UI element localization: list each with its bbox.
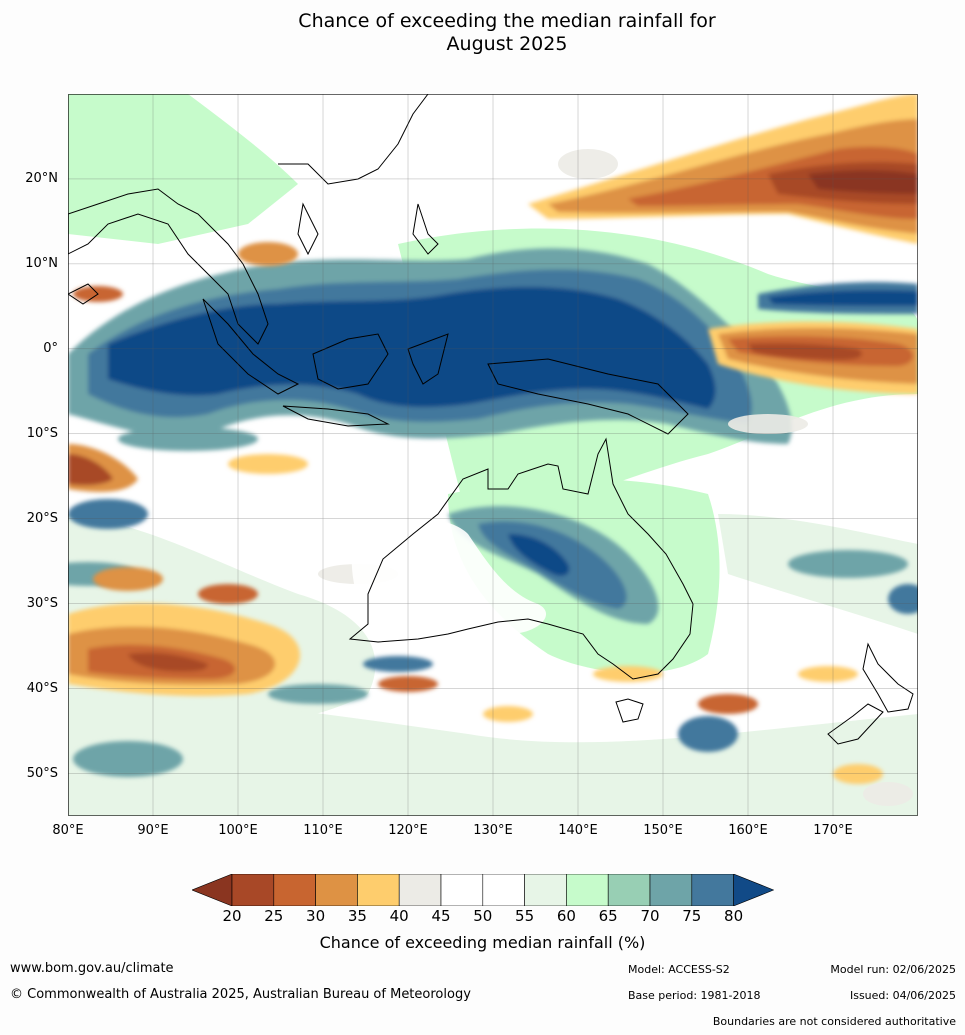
lat-tick-label: 10°S [26, 425, 58, 441]
website-link[interactable]: www.bom.gov.au/climate [10, 961, 174, 976]
colorbar-tick-label: 20 [222, 907, 242, 925]
coastlines [68, 94, 914, 745]
model-run-label: Model run: 02/06/2025 [830, 963, 956, 976]
lon-tick-label: 140°E [558, 823, 598, 838]
map-frame [68, 94, 918, 816]
lat-tick-label: 40°S [26, 680, 58, 696]
colorbar-tick-label: 50 [473, 907, 493, 925]
colorbar-tick-label: 35 [347, 907, 367, 925]
lon-tick-label: 130°E [473, 823, 513, 838]
base-period-label: Base period: 1981-2018 [628, 989, 761, 1002]
colorbar-segment [566, 874, 609, 906]
lon-tick-label: 160°E [728, 823, 768, 838]
colorbar-segment [649, 874, 693, 906]
lat-tick-label: 20°S [26, 510, 58, 526]
colorbar-segment [524, 874, 567, 906]
colorbar-segment [357, 874, 400, 906]
lon-tick-label: 80°E [52, 823, 84, 838]
rainfall-map [68, 94, 918, 816]
lat-tick-label: 50°S [26, 765, 58, 781]
lat-tick-label: 0° [43, 340, 58, 356]
colorbar-segment [315, 874, 358, 906]
colorbar-tick-label: 40 [389, 907, 409, 925]
lat-tick-label: 20°N [25, 170, 58, 186]
colorbar-segment [691, 874, 734, 906]
map-title: Chance of exceeding the median rainfall … [298, 10, 716, 55]
map-gridlines [68, 94, 918, 816]
colorbar-tick-label: 55 [515, 907, 535, 925]
colorbar-segment [398, 874, 442, 906]
colorbar-tick-label: 25 [264, 907, 284, 925]
colorbar-tick-label: 80 [724, 907, 744, 925]
colorbar-tick-label: 65 [598, 907, 618, 925]
colorbar-over-arrow [733, 874, 774, 906]
colorbar-segment [440, 874, 484, 906]
dry-anomaly-fields [68, 94, 918, 784]
colorbar-tick-label: 75 [682, 907, 702, 925]
lon-tick-label: 120°E [388, 823, 428, 838]
lon-tick-label: 100°E [218, 823, 258, 838]
colorbar-under-arrow [192, 874, 233, 906]
colorbar-tick-label: 45 [431, 907, 451, 925]
boundaries-note: Boundaries are not considered authoritat… [712, 1015, 956, 1028]
colorbar [192, 874, 774, 906]
colorbar-segment [273, 874, 316, 906]
colorbar-tick-label: 70 [640, 907, 660, 925]
issued-label: Issued: 04/06/2025 [849, 989, 956, 1002]
colorbar-tick-label: 60 [556, 907, 576, 925]
model-label: Model: ACCESS-S2 [628, 963, 730, 976]
australia-neutral [351, 520, 547, 638]
colorbar-label: Chance of exceeding median rainfall (%) [319, 933, 646, 952]
map-canvas [68, 94, 918, 816]
lon-tick-label: 150°E [643, 823, 683, 838]
lon-tick-label: 170°E [813, 823, 853, 838]
copyright-text: © Commonwealth of Australia 2025, Austra… [10, 987, 471, 1002]
colorbar-segment [231, 874, 275, 906]
lon-tick-label: 110°E [303, 823, 343, 838]
colorbar-tick-label: 30 [306, 907, 326, 925]
lon-tick-label: 90°E [137, 823, 169, 838]
lat-tick-label: 10°N [25, 255, 58, 271]
lat-tick-label: 30°S [26, 595, 58, 611]
colorbar-segment [607, 874, 651, 906]
colorbar-segment [482, 874, 525, 906]
